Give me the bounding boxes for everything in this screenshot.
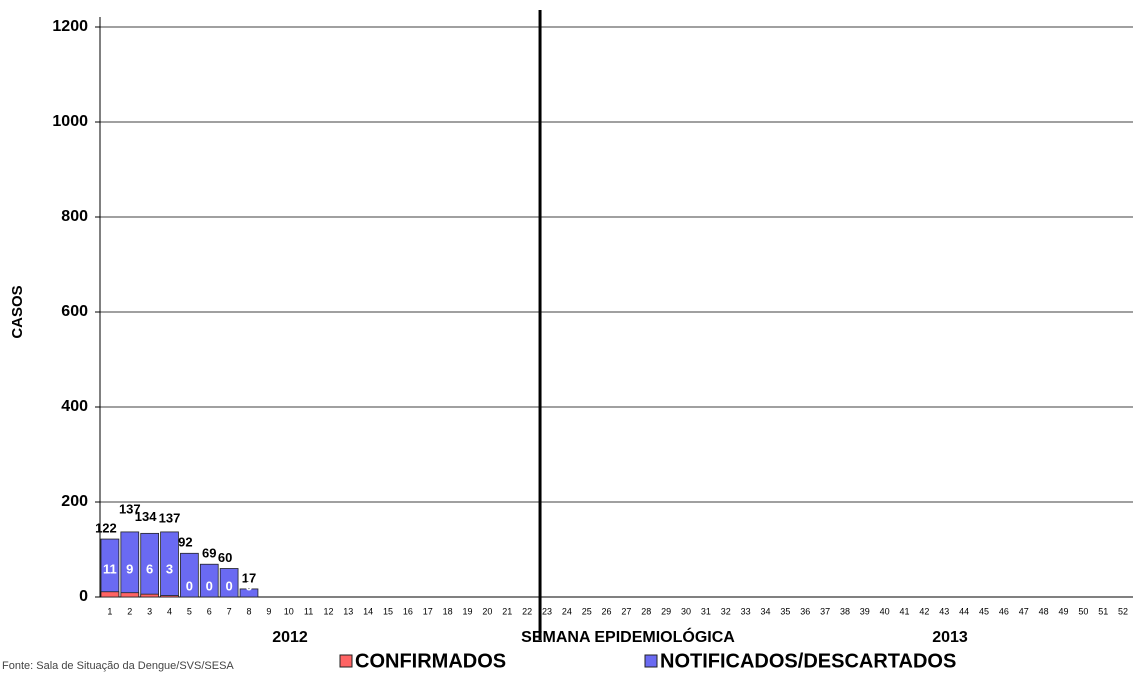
x-tick-label: 40	[880, 606, 890, 616]
x-tick-label: 16	[403, 606, 413, 616]
y-axis-label: CASOS	[9, 285, 26, 338]
data-label: 134	[135, 509, 157, 524]
bar	[160, 595, 179, 598]
x-tick-label: 46	[999, 606, 1009, 616]
x-tick-label: 45	[979, 606, 989, 616]
legend-swatch	[644, 654, 658, 668]
x-axis-label: SEMANA EPIDEMIOLÓGICA	[521, 627, 735, 646]
x-tick-label: 33	[741, 606, 751, 616]
x-tick-label: 22	[522, 606, 532, 616]
x-tick-label: 39	[860, 606, 870, 616]
data-label: 17	[242, 570, 256, 585]
bar	[140, 593, 160, 598]
bar	[239, 588, 259, 598]
data-label: 92	[178, 535, 192, 550]
x-tick-label: 50	[1078, 606, 1088, 616]
data-label: 137	[159, 510, 181, 525]
data-label: 69	[202, 546, 216, 561]
source-note: Fonte: Sala de Situação da Dengue/SVS/SE…	[2, 660, 234, 672]
x-tick-label: 31	[701, 606, 711, 616]
x-tick-label: 20	[482, 606, 492, 616]
x-tick-label: 42	[919, 606, 929, 616]
x-tick-label: 52	[1118, 606, 1128, 616]
data-label: 6	[146, 561, 153, 576]
bar	[180, 552, 199, 598]
x-tick-label: 18	[443, 606, 453, 616]
data-label: 122	[95, 520, 117, 535]
x-tick-label: 28	[641, 606, 651, 616]
legend-swatch	[339, 654, 353, 668]
x-tick-label: 30	[681, 606, 691, 616]
bar	[199, 563, 219, 598]
x-tick-label: 41	[900, 606, 910, 616]
period-label: 2013	[932, 629, 968, 646]
x-tick-label: 44	[959, 606, 969, 616]
x-tick-label: 6	[207, 606, 212, 616]
x-tick-label: 12	[323, 606, 333, 616]
x-tick-label: 21	[502, 606, 512, 616]
period-label: 2012	[272, 629, 308, 646]
y-tick-label: 800	[61, 208, 88, 225]
data-label: 137	[119, 501, 141, 516]
x-tick-label: 10	[284, 606, 294, 616]
data-label: 9	[126, 561, 133, 576]
y-tick-label: 200	[61, 493, 88, 510]
x-tick-label: 23	[542, 606, 552, 616]
x-tick-label: 1	[107, 606, 112, 616]
data-label: 60	[218, 550, 232, 565]
y-tick-label: 600	[61, 303, 88, 320]
x-tick-label: 38	[840, 606, 850, 616]
y-tick-label: 1000	[52, 113, 88, 130]
x-tick-label: 25	[582, 606, 592, 616]
data-label: 0	[226, 578, 233, 593]
data-label: 0	[186, 578, 193, 593]
x-tick-label: 47	[1019, 606, 1029, 616]
legend-label: CONFIRMADOS	[355, 650, 506, 672]
data-label: 0	[245, 578, 252, 593]
y-tick-label: 0	[79, 588, 88, 605]
bar	[100, 591, 120, 598]
x-tick-label: 29	[661, 606, 671, 616]
data-label: 0	[206, 578, 213, 593]
x-tick-label: 2	[127, 606, 132, 616]
x-tick-label: 5	[187, 606, 192, 616]
x-tick-label: 36	[800, 606, 810, 616]
x-tick-label: 4	[167, 606, 172, 616]
x-tick-label: 26	[602, 606, 612, 616]
x-tick-label: 14	[363, 606, 373, 616]
y-tick-label: 1200	[52, 18, 88, 35]
x-tick-label: 51	[1098, 606, 1108, 616]
x-tick-label: 43	[939, 606, 949, 616]
legend-label: NOTIFICADOS/DESCARTADOS	[660, 650, 956, 672]
x-tick-label: 7	[227, 606, 232, 616]
x-tick-label: 35	[780, 606, 790, 616]
data-label: 3	[166, 561, 173, 576]
x-tick-label: 27	[621, 606, 631, 616]
data-label: 11	[103, 561, 117, 576]
bar	[120, 592, 140, 598]
y-tick-label: 400	[61, 398, 88, 415]
x-tick-label: 32	[721, 606, 731, 616]
x-tick-label: 13	[343, 606, 353, 616]
x-tick-label: 8	[246, 606, 251, 616]
x-tick-label: 19	[463, 606, 473, 616]
x-tick-label: 11	[304, 606, 313, 616]
x-tick-label: 17	[423, 606, 433, 616]
x-tick-label: 37	[820, 606, 830, 616]
x-tick-label: 24	[562, 606, 572, 616]
x-tick-label: 34	[760, 606, 770, 616]
x-tick-label: 48	[1039, 606, 1049, 616]
x-tick-label: 15	[383, 606, 393, 616]
x-tick-label: 9	[266, 606, 271, 616]
x-tick-label: 49	[1058, 606, 1068, 616]
x-tick-label: 3	[147, 606, 152, 616]
bar	[219, 568, 239, 598]
